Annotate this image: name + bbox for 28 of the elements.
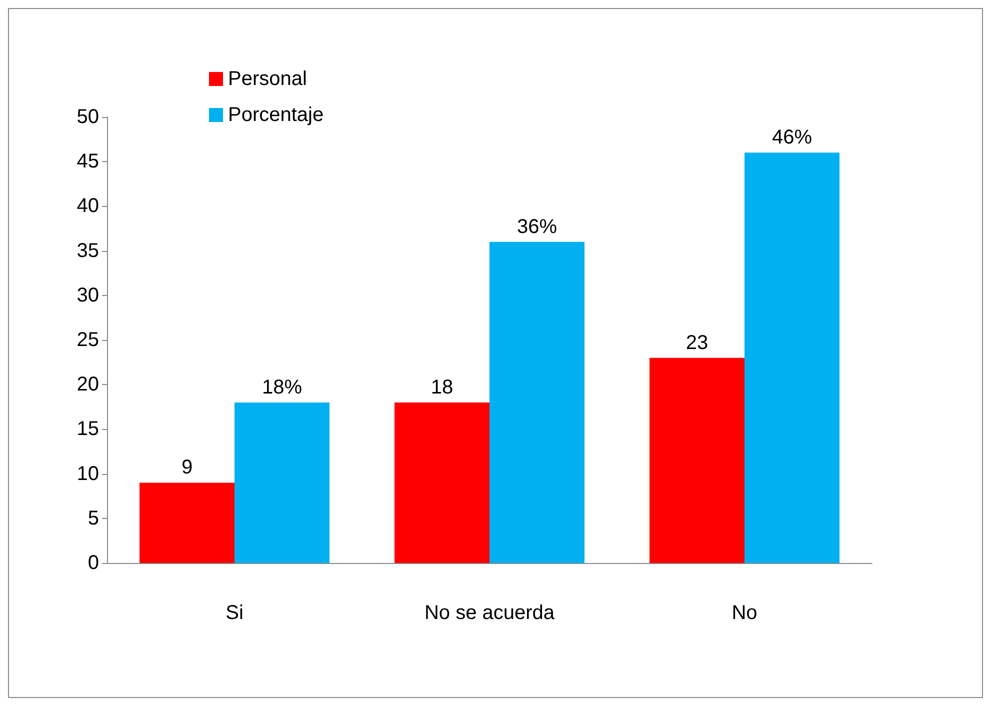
x-tick-label: Si — [226, 602, 244, 624]
x-tick-label: No — [732, 602, 758, 624]
data-label: 18 — [430, 376, 454, 398]
bar — [490, 242, 584, 563]
y-tick-label: 0 — [88, 552, 99, 574]
data-label: 18% — [262, 376, 302, 398]
data-label: 9 — [181, 456, 193, 479]
bar — [394, 402, 490, 563]
y-tick-label: 25 — [76, 329, 99, 351]
y-tick-label: 50 — [76, 106, 99, 128]
legend-label: Porcentaje — [228, 104, 324, 126]
y-tick-label: 15 — [76, 418, 99, 440]
data-label: 23 — [686, 332, 708, 354]
y-tick-label: 40 — [76, 195, 99, 218]
y-tick-label: 30 — [76, 284, 99, 306]
x-tick-label: No se acuerda — [424, 602, 556, 624]
data-label: 36% — [516, 216, 558, 238]
legend-label: Personal — [228, 68, 307, 90]
y-tick-label: 10 — [76, 462, 99, 485]
y-tick-label: 35 — [76, 240, 99, 262]
bar — [140, 482, 234, 563]
bar — [650, 358, 744, 563]
data-label: 46% — [772, 126, 812, 149]
bar — [744, 152, 840, 563]
y-tick-label: 45 — [76, 150, 99, 173]
y-tick-label: 5 — [88, 507, 99, 530]
y-tick-label: 20 — [76, 374, 99, 396]
bar — [234, 402, 330, 563]
